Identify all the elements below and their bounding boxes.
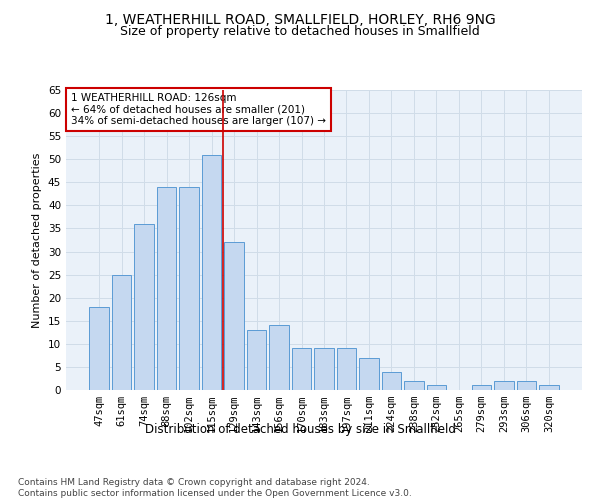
- Bar: [292, 348, 311, 390]
- Bar: [494, 381, 514, 390]
- Bar: [179, 187, 199, 390]
- Text: Size of property relative to detached houses in Smallfield: Size of property relative to detached ho…: [120, 25, 480, 38]
- Bar: [517, 381, 536, 390]
- Bar: [247, 330, 266, 390]
- Bar: [314, 348, 334, 390]
- Bar: [202, 154, 221, 390]
- Bar: [427, 386, 446, 390]
- Bar: [472, 386, 491, 390]
- Bar: [269, 326, 289, 390]
- Bar: [337, 348, 356, 390]
- Bar: [404, 381, 424, 390]
- Bar: [157, 187, 176, 390]
- Bar: [134, 224, 154, 390]
- Bar: [112, 274, 131, 390]
- Text: 1, WEATHERHILL ROAD, SMALLFIELD, HORLEY, RH6 9NG: 1, WEATHERHILL ROAD, SMALLFIELD, HORLEY,…: [104, 12, 496, 26]
- Text: Contains HM Land Registry data © Crown copyright and database right 2024.
Contai: Contains HM Land Registry data © Crown c…: [18, 478, 412, 498]
- Bar: [382, 372, 401, 390]
- Bar: [539, 386, 559, 390]
- Y-axis label: Number of detached properties: Number of detached properties: [32, 152, 43, 328]
- Text: 1 WEATHERHILL ROAD: 126sqm
← 64% of detached houses are smaller (201)
34% of sem: 1 WEATHERHILL ROAD: 126sqm ← 64% of deta…: [71, 93, 326, 126]
- Text: Distribution of detached houses by size in Smallfield: Distribution of detached houses by size …: [145, 422, 455, 436]
- Bar: [359, 358, 379, 390]
- Bar: [224, 242, 244, 390]
- Bar: [89, 307, 109, 390]
